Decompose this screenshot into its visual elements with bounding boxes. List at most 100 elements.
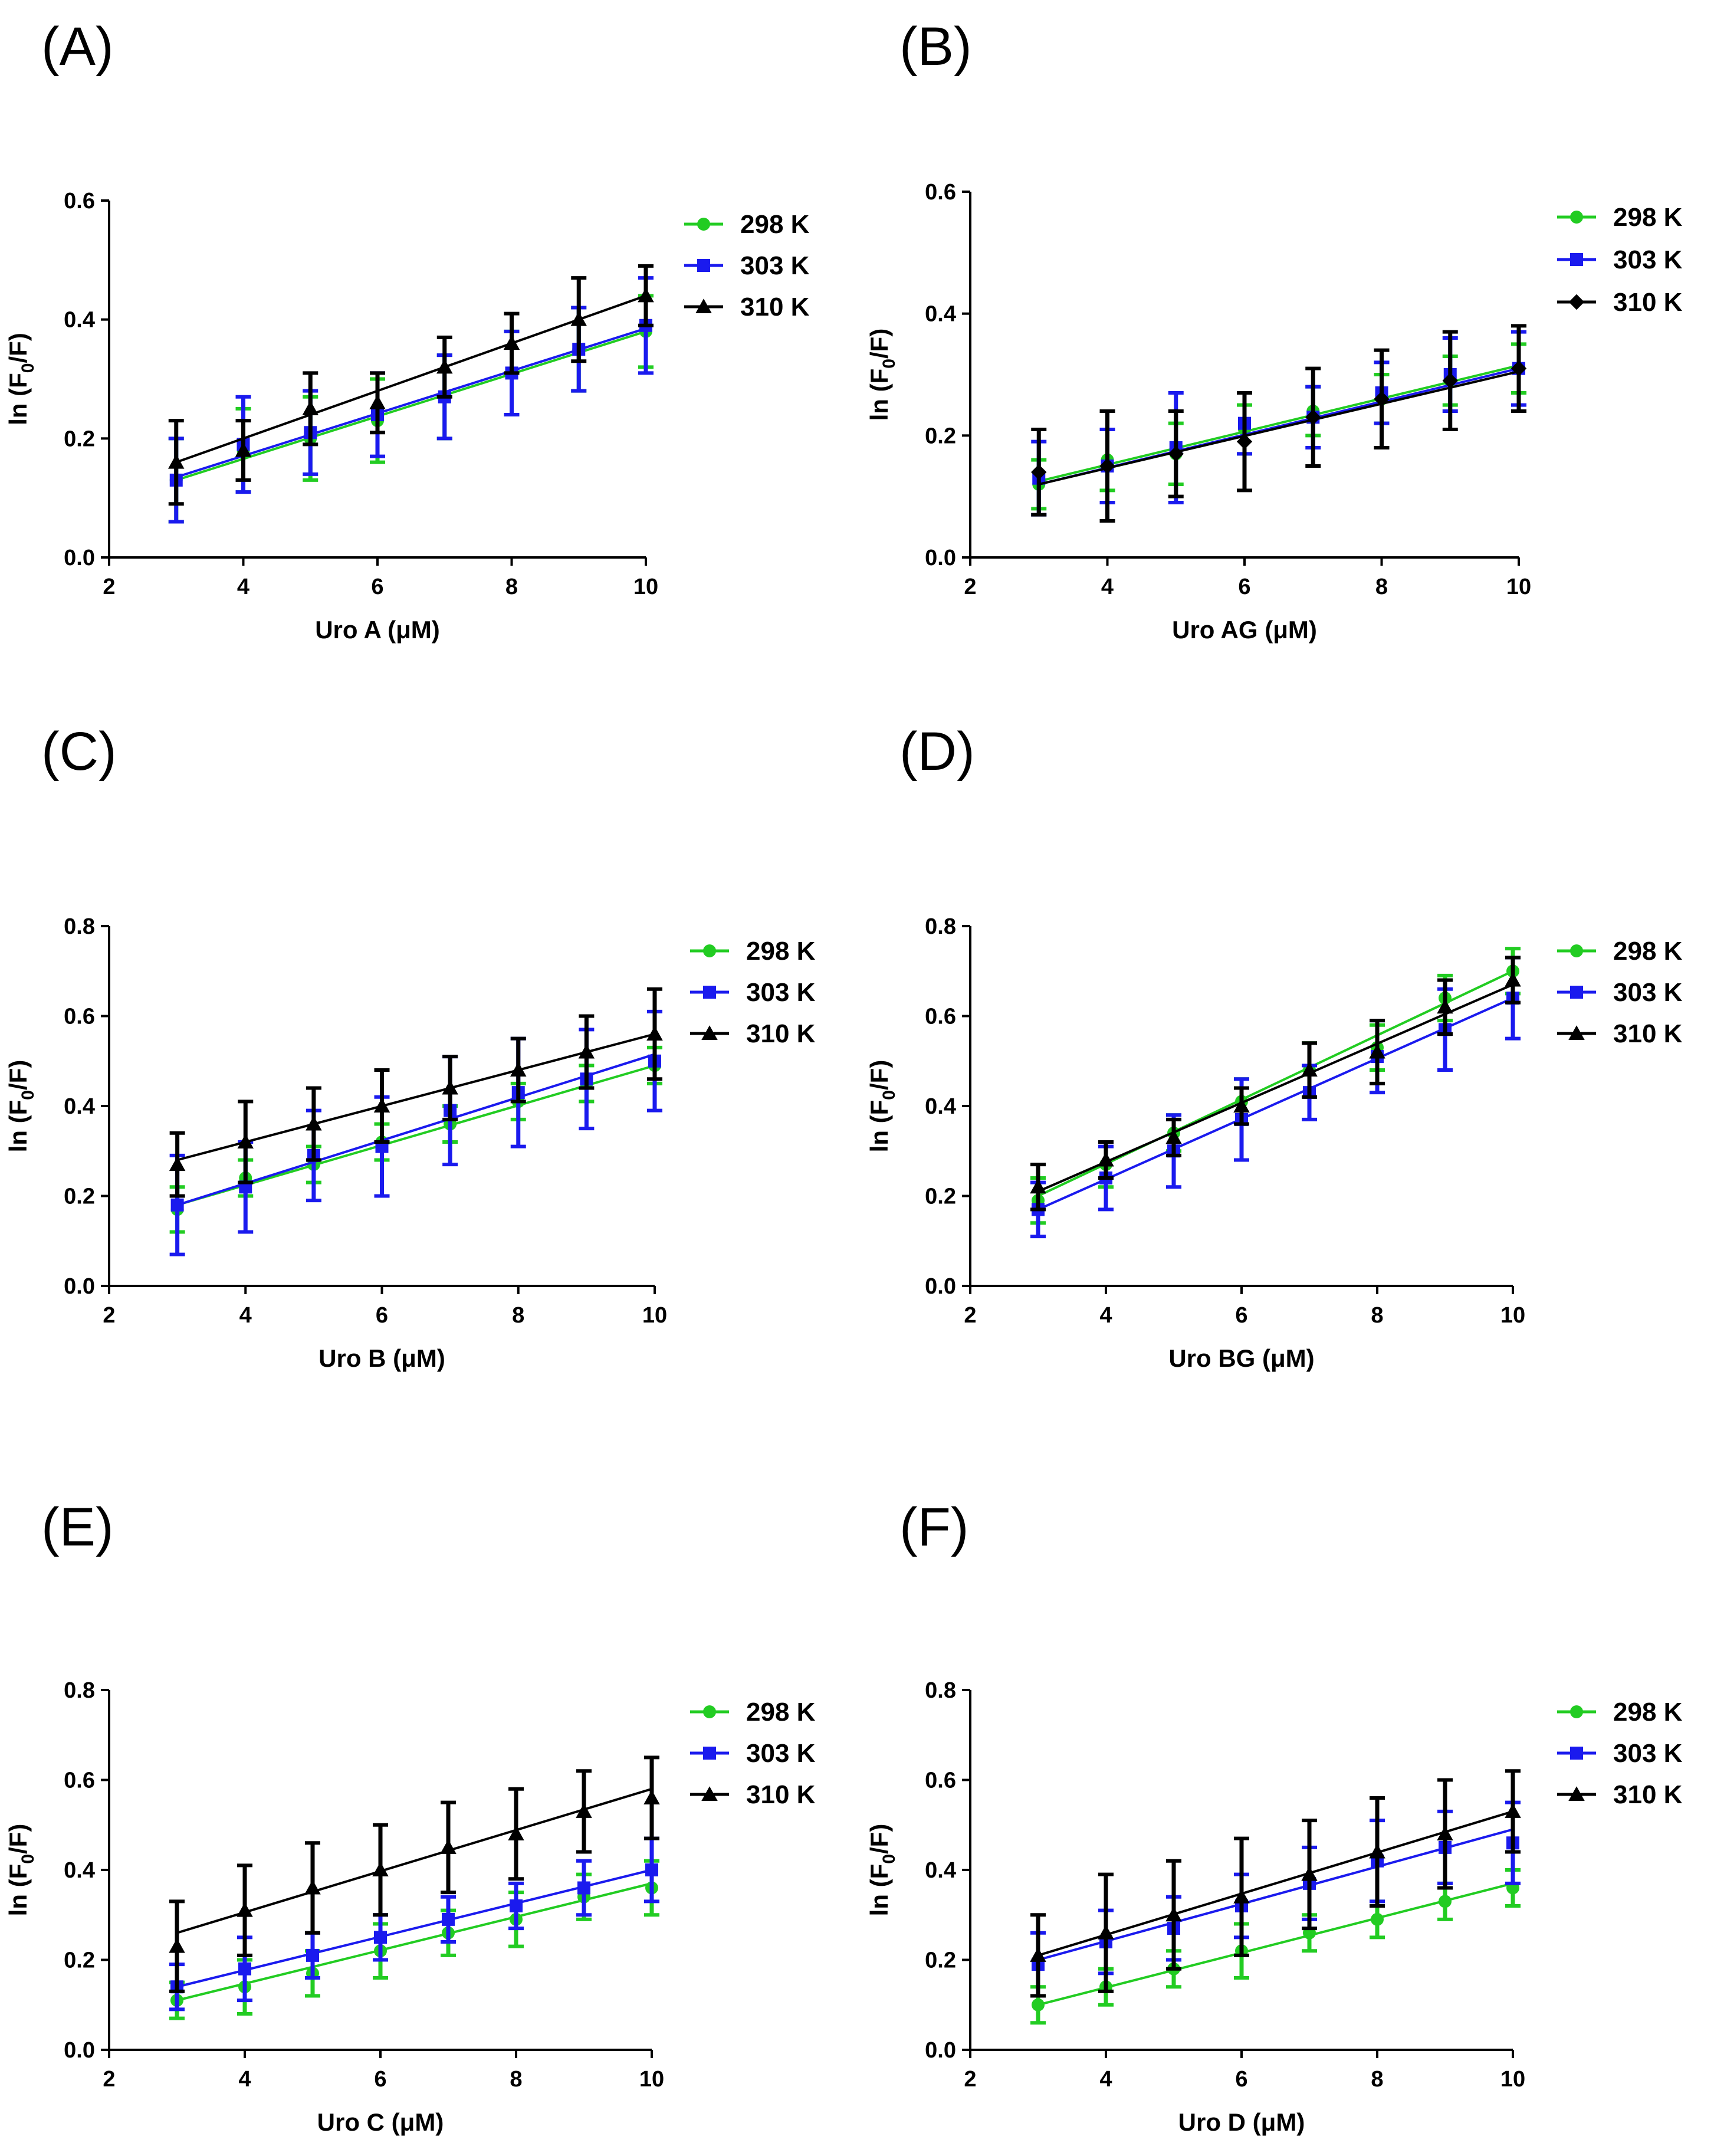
- x-tick-label: 8: [1371, 1303, 1383, 1328]
- data-point: [1439, 1895, 1452, 1908]
- data-point: [170, 1198, 184, 1212]
- legend-marker: [703, 986, 716, 999]
- legend-marker: [1570, 944, 1583, 957]
- y-axis-title-part: ln (F: [865, 1100, 893, 1153]
- legend-marker: [695, 298, 712, 313]
- fit-line: [177, 1033, 655, 1161]
- legend-label: 310 K: [746, 1019, 816, 1048]
- x-tick-label: 4: [1101, 575, 1114, 599]
- legend-marker: [1568, 294, 1585, 310]
- y-tick-label: 0.4: [925, 1094, 956, 1119]
- legend-marker: [703, 1705, 716, 1718]
- y-tick-label: 0.4: [925, 302, 956, 327]
- legend-item: 310 K: [1557, 1019, 1683, 1048]
- legend-label: 298 K: [1613, 1698, 1683, 1727]
- legend-item: 303 K: [1557, 1739, 1683, 1768]
- legend-label: 303 K: [740, 251, 810, 280]
- legend-item: 310 K: [1557, 288, 1683, 317]
- series-310k: [1030, 1769, 1521, 1998]
- legend-marker: [1570, 253, 1583, 266]
- legend-marker: [1568, 1025, 1585, 1040]
- legend-item: 310 K: [690, 1019, 816, 1048]
- fit-line: [1038, 364, 1519, 483]
- x-tick-label: 10: [642, 1303, 667, 1328]
- data-point: [510, 1062, 527, 1077]
- data-point: [374, 1931, 387, 1944]
- fit-line: [176, 1882, 652, 2002]
- y-axis-title: ln (F0/F): [865, 1060, 899, 1153]
- x-tick-label: 6: [1235, 2067, 1247, 2092]
- y-tick-label: 0.8: [64, 1678, 95, 1703]
- legend-label: 303 K: [1613, 1739, 1683, 1768]
- x-tick-label: 2: [964, 575, 976, 599]
- panel-4: (E) 2 4 6 8 10 0.0 0.2 0.4 0.6 0.8 Uro C (μM) ln (F0…: [4, 1497, 816, 2136]
- data-point: [1301, 1866, 1318, 1881]
- legend-item: 303 K: [690, 978, 816, 1007]
- panel-letter: (D): [899, 721, 975, 782]
- series-310k: [1030, 956, 1521, 1212]
- legend-item: 298 K: [690, 1698, 816, 1727]
- fit-line: [176, 294, 646, 464]
- x-axis-title: Uro A (μM): [315, 616, 440, 644]
- panel-3: (D) 2 4 6 8 10 0.0 0.2 0.4 0.6 0.8 Uro BG (μM) ln (F…: [865, 721, 1683, 1372]
- data-point: [1098, 1151, 1114, 1167]
- panel-letter: (E): [41, 1497, 114, 1557]
- legend-label: 310 K: [1613, 288, 1683, 317]
- x-tick-label: 4: [1099, 2067, 1112, 2092]
- panel-0: (A) 2 4 6 8 10 0.0 0.2 0.4 0.6 Uro A (μM) ln (F0/F)…: [4, 17, 810, 644]
- fit-line: [176, 1787, 652, 1934]
- panel-1: (B) 2 4 6 8 10 0.0 0.2 0.4 0.6 Uro AG (μM) ln (F0/F…: [865, 17, 1683, 644]
- y-axis-title-subscript: 0: [879, 359, 899, 369]
- data-point: [304, 1879, 321, 1895]
- panel-letter: (F): [899, 1497, 968, 1557]
- y-axis-title-part: /F): [865, 1060, 893, 1090]
- data-point: [578, 1043, 595, 1059]
- legend-marker: [1570, 986, 1583, 999]
- legend-label: 303 K: [746, 978, 816, 1007]
- x-tick-label: 2: [103, 575, 115, 599]
- x-tick-label: 8: [512, 1303, 524, 1328]
- x-tick-label: 2: [964, 1303, 976, 1328]
- x-tick-label: 10: [1500, 1303, 1525, 1328]
- legend-label: 310 K: [740, 293, 810, 321]
- y-tick-label: 0.2: [925, 424, 956, 448]
- data-point: [1233, 1098, 1250, 1113]
- data-point: [306, 1115, 322, 1131]
- y-tick-label: 0.6: [64, 1768, 95, 1793]
- y-axis-title-part: ln (F: [4, 373, 32, 425]
- legend-label: 298 K: [1613, 937, 1683, 966]
- legend-label: 298 K: [746, 937, 816, 966]
- legend-item: 298 K: [684, 210, 810, 239]
- x-tick-label: 6: [371, 575, 383, 599]
- data-point: [1165, 1906, 1182, 1922]
- data-point: [169, 1938, 185, 1953]
- data-point: [1437, 999, 1453, 1014]
- data-point: [169, 1156, 186, 1171]
- y-axis-title-subscript: 0: [18, 363, 38, 373]
- fit-line: [1037, 970, 1513, 1197]
- data-point: [442, 1912, 455, 1926]
- data-point: [1369, 1043, 1385, 1059]
- y-tick-label: 0.0: [925, 2038, 956, 2063]
- legend-marker: [703, 944, 716, 957]
- x-tick-label: 8: [1375, 575, 1388, 599]
- legend-label: 303 K: [1613, 245, 1683, 274]
- y-tick-label: 0.0: [64, 1274, 95, 1299]
- y-tick-label: 0.2: [64, 426, 95, 451]
- y-tick-label: 0.0: [925, 546, 956, 570]
- legend-marker: [701, 1786, 718, 1801]
- data-point: [1301, 1062, 1318, 1077]
- data-point: [570, 311, 587, 326]
- legend-marker: [1570, 1705, 1583, 1718]
- y-tick-label: 0.0: [64, 2038, 95, 2063]
- y-tick-label: 0.2: [64, 1184, 95, 1209]
- data-point: [638, 287, 654, 303]
- data-point: [442, 1079, 458, 1095]
- data-point: [1030, 1179, 1046, 1194]
- fit-line: [1038, 370, 1519, 485]
- data-point: [372, 1862, 389, 1876]
- data-point: [238, 1962, 251, 1975]
- legend-item: 298 K: [690, 937, 816, 966]
- legend-item: 310 K: [1557, 1780, 1683, 1809]
- y-tick-label: 0.8: [64, 914, 95, 939]
